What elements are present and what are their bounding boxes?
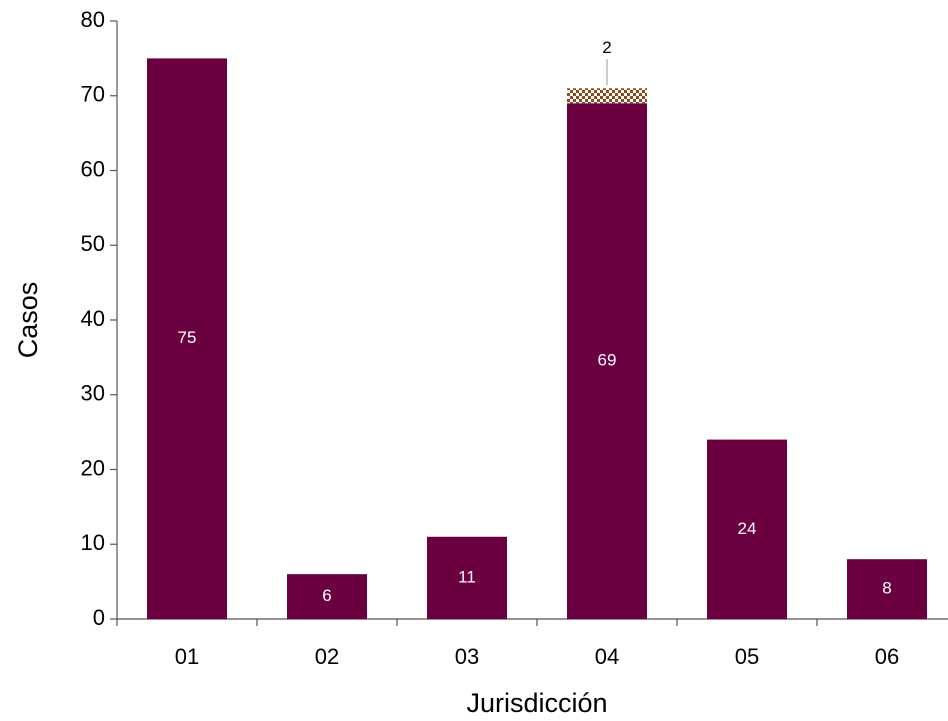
data-label: 6 <box>322 586 331 605</box>
bar <box>567 103 647 620</box>
data-label: 11 <box>458 567 476 586</box>
x-tick-label: 02 <box>315 644 339 669</box>
y-tick-label: 0 <box>93 605 105 630</box>
bar <box>147 58 227 619</box>
bar <box>847 559 927 619</box>
y-tick-label: 40 <box>81 306 105 331</box>
y-tick-label: 10 <box>81 530 105 555</box>
x-tick-label: 04 <box>595 644 619 669</box>
x-tick-label: 06 <box>875 644 899 669</box>
x-tick-label: 05 <box>735 644 759 669</box>
y-tick-label: 60 <box>81 156 105 181</box>
y-tick-label: 80 <box>81 7 105 32</box>
data-label: 24 <box>738 519 757 538</box>
y-tick-label: 20 <box>81 455 105 480</box>
bar <box>427 536 507 619</box>
y-tick-label: 30 <box>81 381 105 406</box>
x-axis-title: Jurisdicción <box>466 688 607 718</box>
data-label: 69 <box>598 351 617 370</box>
data-label: 75 <box>178 328 197 347</box>
bar <box>567 88 647 104</box>
bar <box>707 439 787 619</box>
bar <box>287 574 367 619</box>
data-label: 2 <box>602 38 611 57</box>
y-tick-label: 50 <box>81 231 105 256</box>
x-tick-label: 01 <box>175 644 199 669</box>
data-label: 8 <box>882 579 891 598</box>
x-tick-label: 03 <box>455 644 479 669</box>
y-tick-label: 70 <box>81 82 105 107</box>
y-axis-title: Casos <box>13 282 43 359</box>
